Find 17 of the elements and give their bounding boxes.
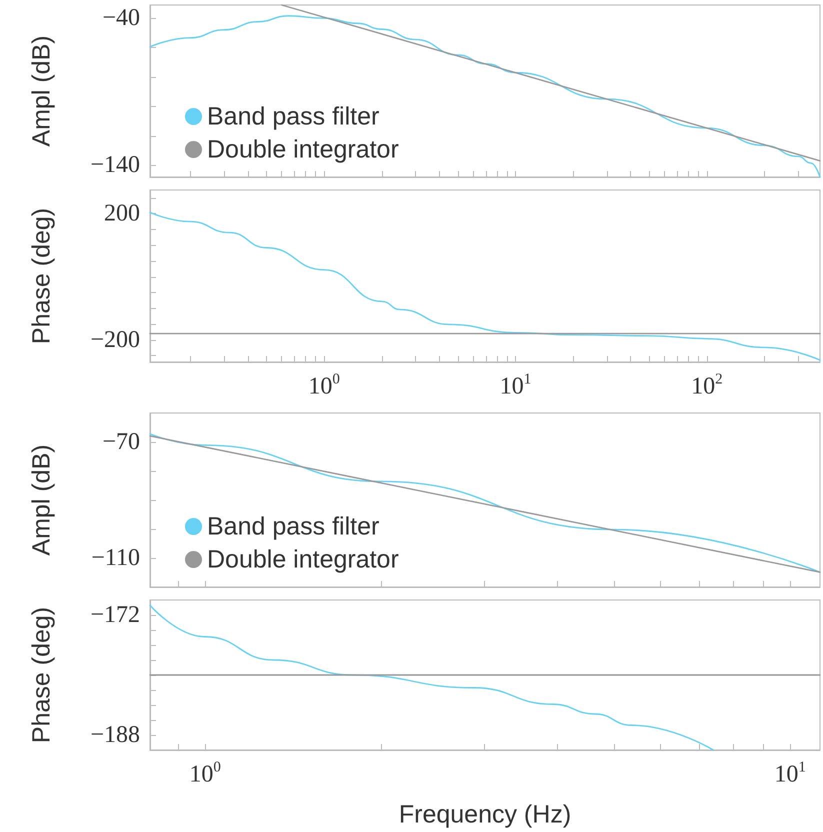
- legend-label: Double integrator: [207, 546, 399, 574]
- y-tick-label: −188: [90, 722, 140, 748]
- legend-label: Double integrator: [207, 136, 399, 164]
- x-axis-title: Frequency (Hz): [398, 800, 572, 828]
- y-axis-title: Phase (deg): [28, 208, 56, 344]
- y-tick-label: −140: [90, 152, 140, 178]
- y-axis-title: Ampl (dB): [28, 444, 56, 556]
- y-axis-title: Phase (deg): [28, 606, 56, 744]
- y-tick-label: 200: [104, 200, 140, 227]
- y-tick-label: −172: [90, 602, 140, 628]
- y-axis-title: Ampl (dB): [28, 35, 56, 147]
- y-tick-label: −40: [102, 5, 140, 32]
- y-tick-label: −70: [102, 429, 140, 455]
- legend-label: Band pass filter: [207, 512, 380, 540]
- y-tick-label: −110: [91, 545, 140, 571]
- y-tick-label: −200: [90, 326, 140, 353]
- legend-label: Band pass filter: [207, 102, 380, 130]
